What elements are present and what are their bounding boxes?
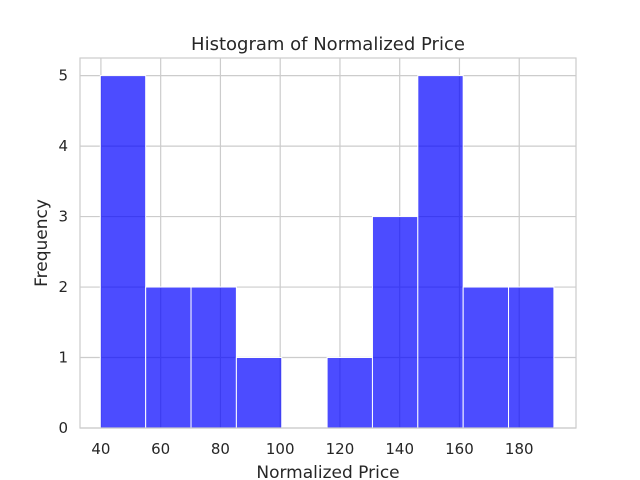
histogram-bar <box>99 75 147 429</box>
x-axis-label: Normalized Price <box>256 463 399 480</box>
y-tick-label: 1 <box>58 349 68 367</box>
histogram-bar <box>417 75 464 429</box>
histogram-bar <box>326 357 373 429</box>
y-tick-label: 0 <box>58 419 68 437</box>
x-tick-label: 120 <box>326 440 355 458</box>
x-tick-labels: 40 60 80 100 120 140 160 180 <box>91 440 533 458</box>
y-tick-label: 3 <box>58 208 68 226</box>
y-tick-label: 4 <box>58 137 68 155</box>
histogram-bar <box>371 216 419 429</box>
x-tick-label: 160 <box>445 440 474 458</box>
histogram-bar <box>508 286 555 429</box>
x-tick-label: 40 <box>91 440 110 458</box>
histogram-bars <box>99 75 555 429</box>
histogram-bar <box>190 286 237 429</box>
histogram-bar <box>235 357 283 429</box>
y-tick-label: 5 <box>58 67 68 85</box>
chart-title: Histogram of Normalized Price <box>191 34 465 55</box>
x-tick-label: 60 <box>151 440 170 458</box>
plot-frame <box>79 57 577 429</box>
x-tick-label: 100 <box>266 440 295 458</box>
x-tick-label: 80 <box>211 440 230 458</box>
y-axis-label: Frequency <box>32 199 52 287</box>
y-tick-labels: 0 1 2 3 4 5 <box>58 67 68 437</box>
histogram-bar <box>462 286 510 429</box>
x-tick-label: 140 <box>385 440 414 458</box>
histogram-bar <box>145 286 192 429</box>
x-tick-label: 180 <box>505 440 534 458</box>
y-tick-label: 2 <box>58 278 68 296</box>
